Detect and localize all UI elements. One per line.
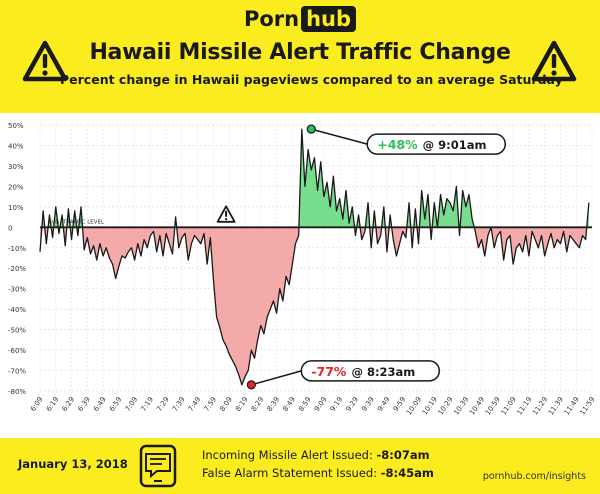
logo-text-hub: hub xyxy=(301,6,357,32)
positive-area xyxy=(298,129,355,228)
chart-panel: 50% 40% 30% 20% 10% 0 -10% -20% -30% -40% -50% -60%… xyxy=(0,113,600,438)
missile-alert-event: Incoming Missile Alert Issued: -8:07am xyxy=(202,448,430,462)
y-tick-label: -40% xyxy=(8,306,26,314)
x-tick-label: 7:59 xyxy=(203,396,219,413)
x-tick-label: 6:09 xyxy=(29,396,45,413)
positive-area xyxy=(460,190,475,228)
x-tick-label: 11:39 xyxy=(547,396,565,417)
x-tick-label: 10:49 xyxy=(468,396,486,417)
y-tick-label: -60% xyxy=(8,347,26,355)
y-tick-label: 0 xyxy=(8,224,12,232)
y-tick-label: 50% xyxy=(8,122,24,130)
warning-triangle-icon xyxy=(531,40,577,82)
event-time: -8:45am xyxy=(380,466,434,480)
annotation-leader xyxy=(251,370,302,386)
x-tick-label: 7:19 xyxy=(139,396,155,413)
warning-triangle-icon xyxy=(216,205,236,223)
x-tick-label: 7:09 xyxy=(124,396,140,413)
x-tick-label: 10:19 xyxy=(421,396,439,417)
x-tick-label: 11:49 xyxy=(563,396,581,417)
false-alarm-event: False Alarm Statement Issued: -8:45am xyxy=(202,466,434,480)
x-tick-label: 6:29 xyxy=(61,396,77,413)
x-tick-label: 9:49 xyxy=(376,396,392,413)
x-tick-label: 9:29 xyxy=(344,396,360,413)
annotation-box xyxy=(366,133,507,155)
date-label: January 13, 2018 xyxy=(18,457,128,471)
event-label: Incoming Missile Alert Issued: xyxy=(202,448,373,462)
x-tick-label: 10:09 xyxy=(405,396,423,417)
x-tick-label: 9:39 xyxy=(360,396,376,413)
x-tick-label: 8:49 xyxy=(281,396,297,413)
y-tick-label: -20% xyxy=(8,265,26,273)
warning-triangle-icon xyxy=(22,40,68,82)
negative-area xyxy=(82,227,175,279)
y-tick-label: 40% xyxy=(8,142,24,150)
y-tick-label: -50% xyxy=(8,327,26,335)
negative-area xyxy=(176,227,299,385)
logo-text-porn: Porn xyxy=(243,7,300,31)
traffic-chart: 50% 40% 30% 20% 10% 0 -10% -20% -30% -40% -50% -60%… xyxy=(8,122,597,417)
x-tick-label: 6:19 xyxy=(45,396,61,413)
x-tick-label: 9:09 xyxy=(313,396,329,413)
y-tick-label: 30% xyxy=(8,163,24,171)
phone-message-icon xyxy=(139,444,177,488)
series-line xyxy=(39,128,590,386)
x-tick-label: 8:59 xyxy=(297,396,313,413)
x-tick-label: 10:29 xyxy=(437,396,455,417)
event-label: False Alarm Statement Issued: xyxy=(202,466,378,480)
x-tick-label: 9:19 xyxy=(329,396,345,413)
y-tick-label: -30% xyxy=(8,286,26,294)
x-tick-label: 11:29 xyxy=(531,396,549,417)
annotation-label: +48% @ 9:01am xyxy=(377,137,486,152)
x-tick-label: 8:29 xyxy=(250,396,266,413)
footer: January 13, 2018 Incoming Missile Alert … xyxy=(0,438,600,494)
x-tick-label: 6:59 xyxy=(108,396,124,413)
annotation-marker xyxy=(246,380,256,390)
x-tick-label: 6:49 xyxy=(92,396,108,413)
source-link[interactable]: pornhub.com/insights xyxy=(482,471,586,482)
x-tick-label: 7:39 xyxy=(171,396,187,413)
x-tick-label: 11:09 xyxy=(500,396,518,417)
x-tick-label: 8:09 xyxy=(218,396,234,413)
y-tick-label: -10% xyxy=(8,245,26,253)
x-tick-label: 8:39 xyxy=(266,396,282,413)
y-tick-label: -70% xyxy=(8,368,26,376)
x-tick-label: 11:59 xyxy=(579,396,597,417)
annotation-marker xyxy=(306,124,316,134)
x-tick-label: 10:59 xyxy=(484,396,502,417)
event-time: -8:07am xyxy=(376,448,430,462)
x-tick-label: 8:19 xyxy=(234,396,250,413)
x-tick-label: 11:19 xyxy=(515,396,533,417)
annotation-label: -77% @ 8:23am xyxy=(311,364,415,379)
annotation-box xyxy=(300,360,441,382)
annotation-leader xyxy=(311,128,368,145)
y-tick-label: 10% xyxy=(8,204,24,212)
y-tick-label: 20% xyxy=(8,183,24,191)
y-tick-label: -80% xyxy=(8,388,26,396)
x-tick-label: 7:49 xyxy=(187,396,203,413)
x-tick-label: 10:39 xyxy=(452,396,470,417)
chart-title: Hawaii Missile Alert Traffic Change xyxy=(89,40,511,65)
x-tick-label: 7:29 xyxy=(155,396,171,413)
chart-subtitle: Percent change in Hawaii pageviews compa… xyxy=(60,72,563,87)
logo: Porn hub xyxy=(0,4,600,33)
x-tick-label: 6:39 xyxy=(76,396,92,413)
